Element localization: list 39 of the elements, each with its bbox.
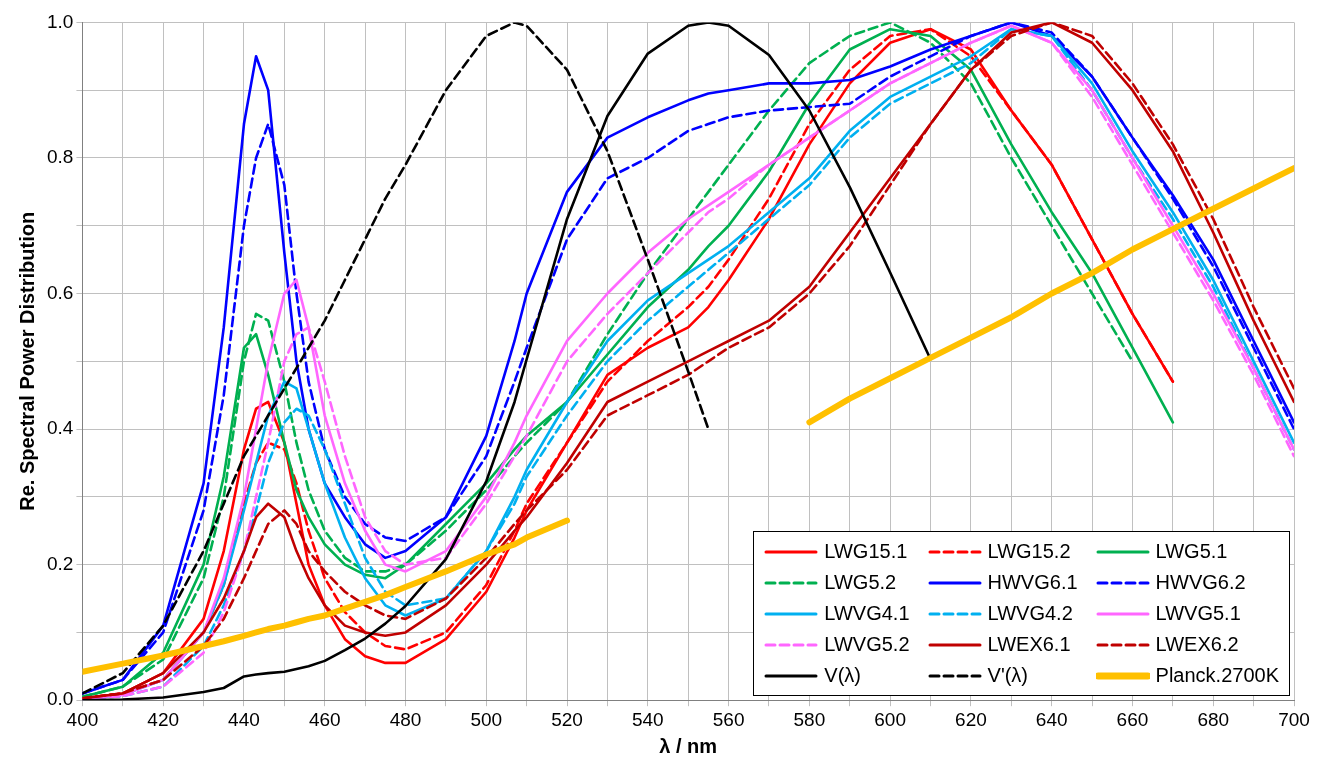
legend-label: LWG15.1 (824, 540, 908, 564)
x-tick-label: 560 (712, 708, 745, 730)
x-tick-label: 520 (551, 708, 583, 730)
legend-label: LWG5.1 (1155, 540, 1228, 564)
legend-label: LWVG4.2 (987, 602, 1073, 626)
legend-label: LWVG5.1 (1155, 602, 1241, 626)
legend-label: HWVG6.1 (987, 571, 1078, 595)
legend-label: LWVG4.1 (824, 602, 910, 626)
legend-label: LWEX6.2 (1155, 633, 1239, 657)
x-tick-label: 420 (147, 708, 180, 730)
legend-label: V(λ) (824, 664, 861, 688)
x-tick-label: 460 (308, 708, 341, 730)
y-tick-label: 1.0 (46, 10, 74, 32)
legend-label: Planck.2700K (1155, 664, 1279, 688)
x-tick-label: 540 (631, 708, 664, 730)
legend-label: HWVG6.2 (1155, 571, 1246, 595)
x-tick-label: 440 (228, 708, 260, 730)
legend-label: LWG15.2 (987, 540, 1071, 564)
x-tick-label: 600 (874, 708, 906, 730)
y-axis-title: Re. Spectral Power Distribution (15, 211, 38, 511)
x-tick-label: 580 (793, 708, 826, 730)
x-tick-label: 500 (470, 708, 503, 730)
x-tick-label: 700 (1278, 708, 1310, 730)
y-tick-label: 0.2 (46, 552, 74, 574)
x-tick-label: 400 (66, 708, 99, 730)
x-tick-label: 640 (1035, 708, 1068, 730)
y-tick-label: 0.6 (46, 281, 74, 303)
x-tick-label: 620 (955, 708, 987, 730)
y-tick-label: 0.8 (46, 146, 74, 168)
legend-label: LWG5.2 (824, 571, 897, 595)
x-axis-title: λ / nm (659, 734, 718, 757)
x-tick-label: 480 (389, 708, 422, 730)
y-tick-label: 0.4 (46, 417, 74, 439)
y-tick-label: 0.0 (46, 688, 74, 710)
x-tick-label: 660 (1116, 708, 1149, 730)
legend-label: LWVG5.2 (824, 633, 910, 657)
x-tick-label: 680 (1197, 708, 1230, 730)
legend-label: LWEX6.1 (987, 633, 1071, 657)
legend-label: V'(λ) (987, 664, 1029, 688)
